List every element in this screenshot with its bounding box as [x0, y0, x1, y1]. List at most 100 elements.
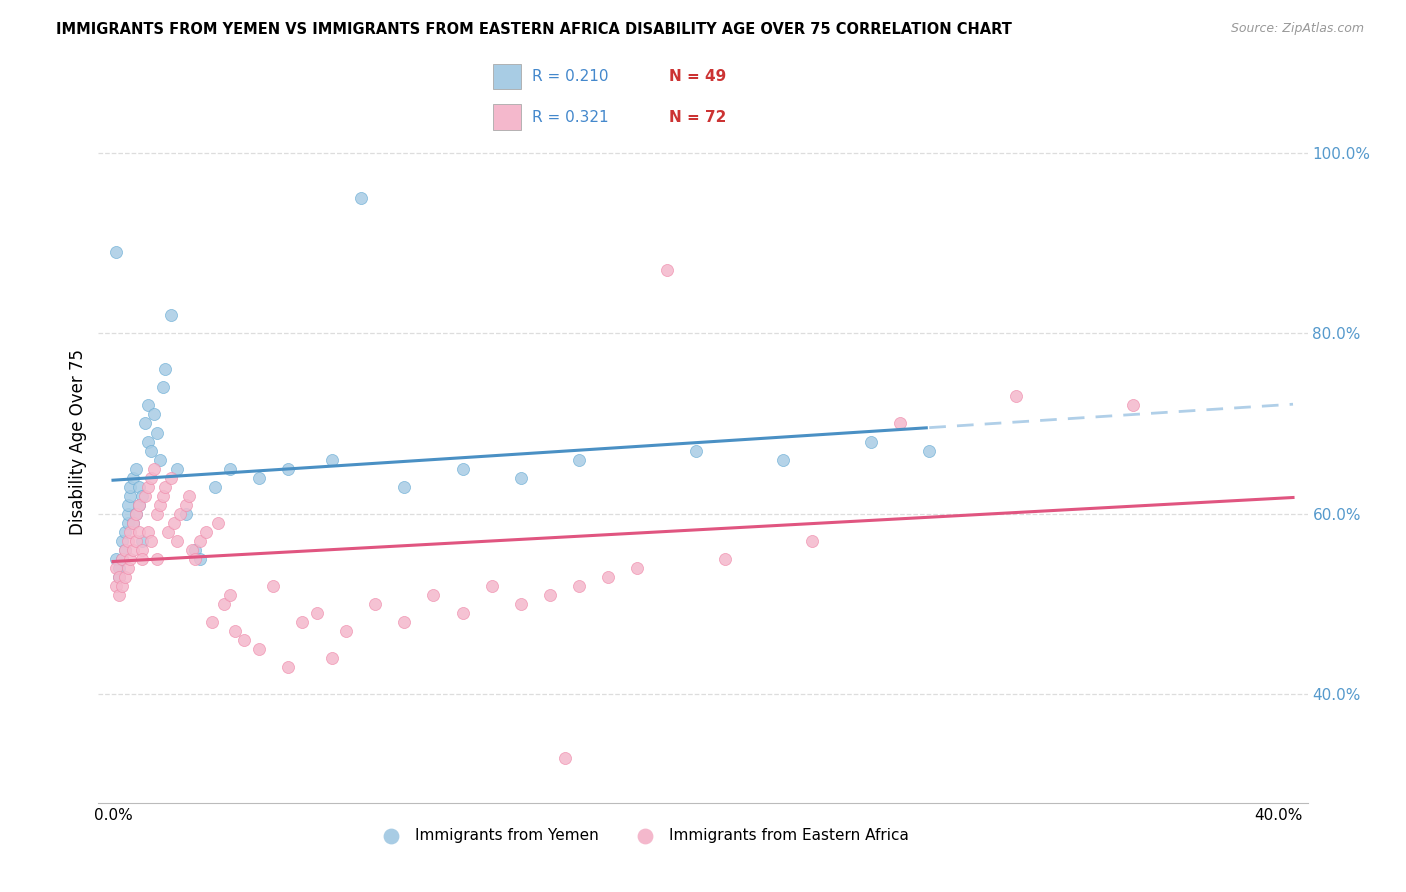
- Point: [120, 489, 142, 503]
- Point: [122, 516, 145, 530]
- Point: [183, 552, 205, 566]
- Point: [174, 507, 197, 521]
- Point: [117, 533, 139, 548]
- Point: [136, 524, 159, 539]
- Point: [114, 524, 136, 539]
- Text: Source: ZipAtlas.com: Source: ZipAtlas.com: [1230, 22, 1364, 36]
- Point: [204, 480, 226, 494]
- Point: [190, 533, 212, 548]
- Point: [180, 542, 202, 557]
- Point: [207, 516, 229, 530]
- Point: [125, 533, 148, 548]
- Point: [152, 489, 174, 503]
- Point: [801, 533, 824, 548]
- Point: [451, 606, 474, 620]
- Point: [262, 579, 284, 593]
- Point: [201, 615, 224, 630]
- Point: [451, 461, 474, 475]
- Point: [163, 516, 186, 530]
- Point: [1122, 398, 1144, 412]
- Point: [128, 524, 150, 539]
- Point: [364, 597, 387, 611]
- Point: [117, 561, 139, 575]
- Point: [134, 489, 156, 503]
- Point: [111, 533, 134, 548]
- Point: [538, 588, 561, 602]
- Point: [120, 480, 142, 494]
- Point: [224, 624, 246, 639]
- Point: [104, 561, 127, 575]
- Point: [291, 615, 314, 630]
- Point: [149, 498, 172, 512]
- Point: [247, 642, 270, 657]
- Point: [568, 452, 591, 467]
- Point: [117, 507, 139, 521]
- Point: [335, 624, 357, 639]
- Point: [509, 471, 531, 485]
- Point: [131, 552, 153, 566]
- Point: [481, 579, 503, 593]
- Point: [218, 588, 240, 602]
- Point: [509, 597, 531, 611]
- FancyBboxPatch shape: [494, 104, 520, 130]
- Point: [145, 425, 167, 440]
- Point: [305, 606, 328, 620]
- Point: [177, 489, 200, 503]
- Text: N = 49: N = 49: [669, 69, 725, 84]
- Point: [108, 561, 131, 575]
- Point: [139, 533, 162, 548]
- Point: [139, 443, 162, 458]
- Point: [131, 489, 153, 503]
- Point: [889, 417, 911, 431]
- Point: [104, 244, 127, 259]
- Point: [136, 398, 159, 412]
- Point: [568, 579, 591, 593]
- Point: [136, 480, 159, 494]
- Point: [169, 507, 191, 521]
- Point: [125, 507, 148, 521]
- Point: [111, 552, 134, 566]
- Point: [145, 507, 167, 521]
- Point: [554, 750, 576, 764]
- Point: [183, 542, 205, 557]
- Point: [108, 588, 131, 602]
- Point: [114, 570, 136, 584]
- Point: [131, 533, 153, 548]
- Point: [139, 471, 162, 485]
- Point: [108, 570, 131, 584]
- Point: [122, 471, 145, 485]
- Point: [166, 461, 188, 475]
- Point: [321, 452, 343, 467]
- Point: [155, 480, 177, 494]
- Point: [111, 579, 134, 593]
- Point: [233, 633, 256, 648]
- Point: [166, 533, 188, 548]
- Point: [394, 615, 416, 630]
- Point: [422, 588, 444, 602]
- Point: [104, 552, 127, 566]
- Point: [350, 191, 373, 205]
- Text: R = 0.321: R = 0.321: [531, 110, 609, 125]
- Point: [859, 434, 882, 449]
- Point: [277, 660, 299, 674]
- Point: [321, 651, 343, 665]
- Point: [160, 308, 183, 322]
- Point: [685, 443, 707, 458]
- Point: [131, 542, 153, 557]
- Point: [152, 380, 174, 394]
- Point: [111, 552, 134, 566]
- Point: [142, 408, 165, 422]
- Point: [714, 552, 737, 566]
- Point: [247, 471, 270, 485]
- Point: [155, 362, 177, 376]
- Point: [122, 542, 145, 557]
- Point: [120, 524, 142, 539]
- Point: [149, 452, 172, 467]
- Point: [128, 498, 150, 512]
- Point: [772, 452, 794, 467]
- Point: [114, 542, 136, 557]
- Point: [125, 461, 148, 475]
- Y-axis label: Disability Age Over 75: Disability Age Over 75: [69, 349, 87, 534]
- Point: [655, 263, 678, 277]
- Point: [145, 552, 167, 566]
